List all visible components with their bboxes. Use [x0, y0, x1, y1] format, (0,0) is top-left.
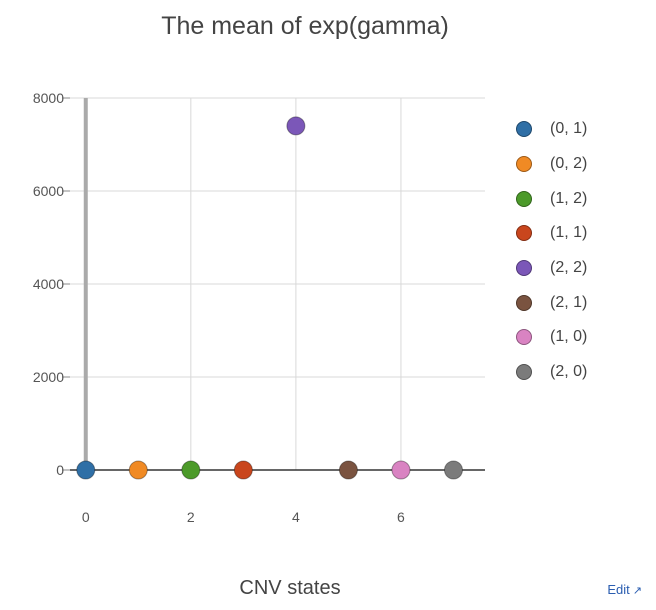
data-point [338, 460, 358, 480]
x-tick-label: 2 [187, 509, 195, 525]
legend-swatch [516, 294, 532, 311]
legend-swatch [516, 225, 532, 242]
data-point [128, 460, 148, 480]
data-point [286, 116, 306, 136]
legend-label: (2, 0) [550, 363, 588, 381]
data-point [76, 460, 96, 480]
legend-label: (1, 0) [550, 328, 588, 346]
legend-label: (2, 2) [550, 259, 588, 277]
legend-swatch [516, 190, 532, 207]
legend-label: (2, 1) [550, 293, 588, 311]
legend-item: (2, 2) [516, 251, 587, 286]
legend-label: (0, 1) [550, 120, 588, 138]
legend-item: (0, 1) [516, 112, 587, 147]
data-point [181, 460, 201, 480]
legend-label: (1, 2) [550, 189, 588, 207]
legend-swatch [516, 260, 532, 277]
x-tick-label: 0 [82, 509, 90, 525]
external-link-icon: ↗ [632, 585, 642, 597]
x-axis-label: CNV states [239, 577, 341, 599]
y-tick-label: 4000 [33, 276, 64, 292]
legend-swatch [516, 156, 532, 173]
data-point [233, 460, 253, 480]
legend-swatch [516, 329, 532, 346]
x-tick-label: 4 [292, 509, 300, 525]
legend-swatch [516, 364, 532, 381]
edit-label[interactable]: Edit [607, 582, 630, 597]
legend-item: (0, 2) [516, 147, 587, 182]
y-tick-label: 8000 [33, 90, 64, 106]
legend: (0, 1) (0, 2) (1, 2) (1, 1) (2, 2) (2, 1) (1, … [516, 112, 587, 390]
legend-item: (2, 1) [516, 285, 587, 320]
y-tick-label: 0 [56, 462, 64, 478]
data-point [443, 460, 463, 480]
legend-label: (0, 2) [550, 155, 588, 173]
y-tick-label: 6000 [33, 183, 64, 199]
legend-item: (1, 1) [516, 216, 587, 251]
legend-item: (1, 2) [516, 181, 587, 216]
x-tick-label: 6 [397, 509, 405, 525]
edit-link[interactable]: Edit ↗ [607, 582, 642, 597]
data-point [391, 460, 411, 480]
legend-item: (2, 0) [516, 355, 587, 390]
y-tick-label: 2000 [33, 369, 64, 385]
legend-label: (1, 1) [550, 224, 588, 242]
chart-title: The mean of exp(gamma) [161, 12, 449, 40]
legend-swatch [516, 121, 532, 138]
legend-item: (1, 0) [516, 320, 587, 355]
